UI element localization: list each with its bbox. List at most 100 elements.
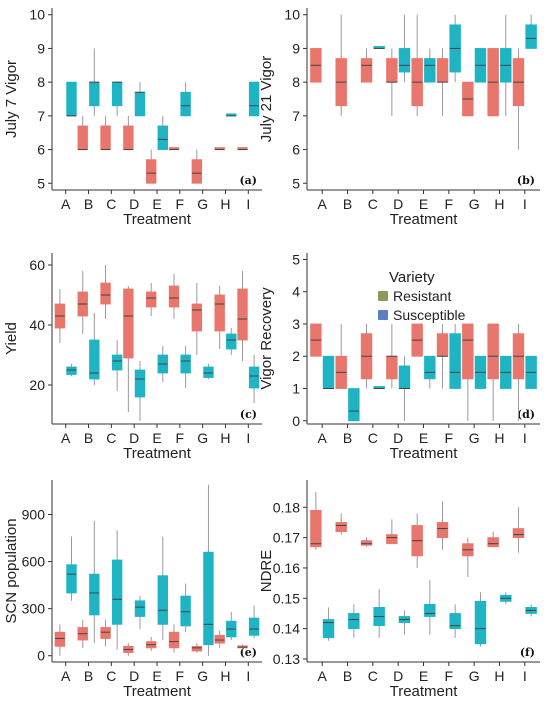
y-axis-title: SCN population <box>3 518 20 623</box>
box <box>248 81 260 117</box>
box <box>111 559 123 625</box>
box <box>203 366 214 378</box>
x-tick-label: I <box>246 196 250 212</box>
box <box>322 619 335 639</box>
y-tick-label: 3 <box>292 316 300 332</box>
box <box>436 522 449 539</box>
box <box>335 522 347 532</box>
box-resistant-E <box>411 14 423 116</box>
x-tick-label: B <box>343 196 352 212</box>
box <box>100 282 111 305</box>
x-tick-label: H <box>494 430 504 446</box>
box <box>191 303 203 332</box>
x-tick-label: G <box>197 430 208 446</box>
box-susceptible-A <box>66 536 77 601</box>
box-susceptible-C <box>373 589 385 638</box>
x-tick-label: H <box>494 668 504 684</box>
y-tick-label: 900 <box>22 507 46 523</box>
box-susceptible-F <box>449 323 461 389</box>
x-axis-title: Treatment <box>123 211 192 228</box>
y-tick-label: 6 <box>292 142 300 158</box>
panel-e: 0 300 600 900 A B C D E F G H I Treatment SCN populati… <box>3 480 262 700</box>
y-tick-label: 0 <box>292 413 300 429</box>
box <box>436 58 449 83</box>
box <box>360 58 373 83</box>
box <box>237 288 248 341</box>
y-tick-label: 10 <box>284 7 300 23</box>
y-axis-title: July 21 Vigor <box>258 56 275 142</box>
box-susceptible-D <box>398 610 411 635</box>
box-susceptible-E <box>157 346 168 382</box>
x-tick-label: F <box>176 430 185 446</box>
box-susceptible-G <box>474 48 487 83</box>
box <box>134 369 146 398</box>
x-tick-label: C <box>106 196 116 212</box>
box-susceptible-B <box>89 313 100 385</box>
y-tick-label: 9 <box>37 40 45 56</box>
box-resistant-E <box>146 149 157 184</box>
box-susceptible-I <box>248 605 260 639</box>
y-tick-label: 0 <box>37 648 45 664</box>
x-axis-title: Treatment <box>123 683 192 700</box>
panel-a: 5 6 7 8 9 10 A B C D E F G H I Treatment July 7 Vigor (a) <box>3 7 262 228</box>
box-susceptible-D <box>398 14 411 83</box>
y-tick-label: 2 <box>292 348 300 364</box>
x-tick-label: I <box>246 430 250 446</box>
box <box>180 354 191 374</box>
x-tick-label: A <box>318 430 328 446</box>
box-susceptible-E <box>424 355 436 389</box>
box-susceptible-H <box>500 355 512 389</box>
y-tick-label: 0.17 <box>273 530 300 546</box>
x-axis-title: Treatment <box>123 445 192 462</box>
box-susceptible-I <box>525 14 537 49</box>
box-resistant-C <box>360 48 373 83</box>
box-resistant-D <box>123 643 134 656</box>
box-susceptible-G <box>203 484 214 656</box>
box-resistant-H <box>214 147 225 151</box>
box <box>214 634 225 644</box>
y-tick-label: 20 <box>29 377 45 393</box>
box <box>512 528 525 539</box>
y-tick-label: 0.15 <box>273 590 300 606</box>
box-resistant-G <box>191 149 203 184</box>
box-resistant-E <box>411 513 423 568</box>
panel-tag: (b) <box>517 174 535 187</box>
box-resistant-E <box>411 323 423 357</box>
box <box>123 288 134 359</box>
box <box>226 333 237 350</box>
y-tick-label: 7 <box>292 108 300 124</box>
y-tick-label: 40 <box>29 317 45 333</box>
box-susceptible-F <box>180 346 191 388</box>
box-resistant-D <box>386 323 398 389</box>
x-tick-label: A <box>318 196 328 212</box>
box-resistant-C <box>100 619 111 647</box>
box <box>66 564 77 594</box>
box-resistant-C <box>100 115 111 151</box>
y-tick-label: 5 <box>37 175 45 191</box>
box <box>348 613 360 630</box>
x-tick-label: I <box>246 668 250 684</box>
y-tick-label: 8 <box>292 74 300 90</box>
panel-c: 20 40 60 A B C D E F G H I Treatment Yield (c) <box>3 253 262 462</box>
y-axis-title: July 7 Vigor <box>3 60 20 138</box>
box-resistant-A <box>310 492 322 550</box>
box <box>111 354 123 371</box>
box-resistant-D <box>386 519 398 545</box>
box-resistant-D <box>123 115 134 151</box>
box-resistant-I <box>512 507 525 553</box>
box <box>386 534 398 545</box>
box <box>386 355 398 380</box>
box-resistant-E <box>146 636 157 652</box>
x-tick-label: H <box>220 430 230 446</box>
y-tick-label: 4 <box>292 284 300 300</box>
x-tick-label: I <box>523 668 527 684</box>
box-susceptible-H <box>226 113 237 117</box>
x-tick-label: D <box>129 430 139 446</box>
box <box>462 323 474 380</box>
box-susceptible-H <box>500 14 512 116</box>
x-tick-label: A <box>61 430 71 446</box>
x-tick-label: E <box>152 430 161 446</box>
box <box>424 58 436 83</box>
box <box>54 631 66 647</box>
x-tick-label: C <box>106 430 116 446</box>
